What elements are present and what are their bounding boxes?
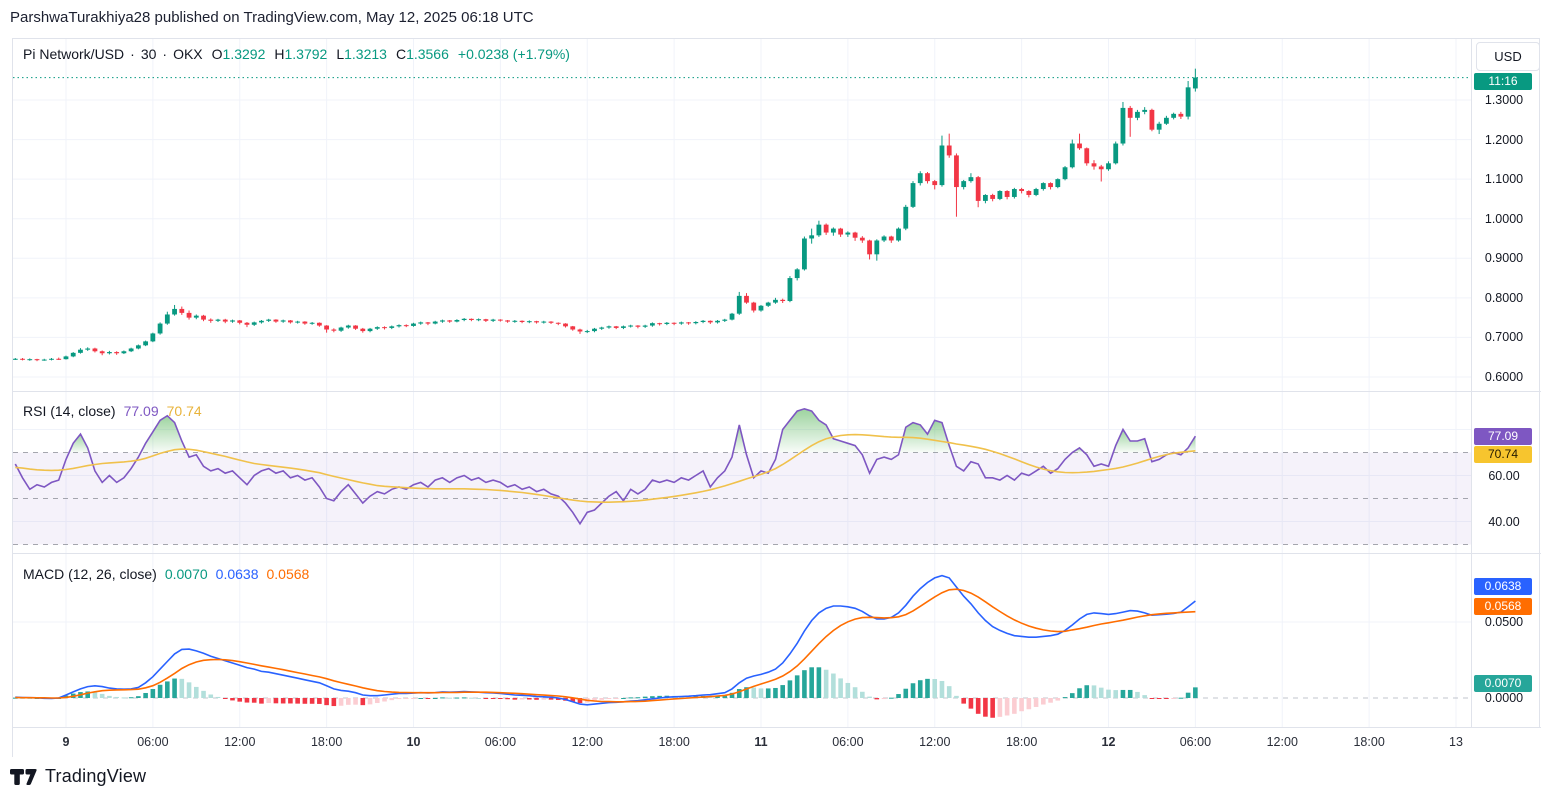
axis-tick-label: 60.00	[1488, 468, 1520, 483]
symbol-exchange[interactable]: OKX	[173, 46, 203, 62]
chart-frame: Pi Network/USD · 30 · OKX O1.3292 H1.379…	[12, 38, 1542, 758]
countdown-badge: 11:16	[1474, 73, 1532, 90]
time-tick-label: 9	[62, 735, 70, 749]
axis-tick-label: 0.8000	[1484, 290, 1524, 305]
rsi-value-badge: 77.09	[1474, 428, 1532, 445]
chart-canvas[interactable]	[13, 39, 1541, 727]
time-tick-label: 18:00	[1005, 735, 1038, 749]
rsi-title[interactable]: RSI (14, close)	[23, 403, 116, 419]
axis-tick-label: 0.9000	[1484, 251, 1524, 266]
time-tick-label: 06:00	[484, 735, 517, 749]
time-axis[interactable]: 9 06:00 12:00 18:00 10 06:00 12:00 18:00 11 06:00…	[13, 727, 1541, 758]
tradingview-icon	[10, 768, 37, 785]
axis-tick-label: 0.0000	[1484, 691, 1524, 705]
macd-hist-value: 0.0070	[164, 566, 208, 582]
time-tick-label: 13	[1449, 735, 1463, 749]
time-tick-label: 11	[754, 735, 768, 749]
time-tick-label: 18:00	[310, 735, 343, 749]
axis-tick-label: 0.6000	[1484, 369, 1524, 384]
macd-legend[interactable]: MACD (12, 26, close) 0.0070 0.0638 0.056…	[23, 566, 309, 582]
time-tick-label: 12	[1101, 735, 1116, 749]
legend-separator: ·	[162, 46, 168, 62]
axis-tick-label: 40.00	[1488, 514, 1520, 529]
ohlc-open: O1.3292	[211, 46, 266, 62]
rsi-ma-value: 70.74	[166, 403, 202, 419]
macd-signal-value: 0.0568	[266, 566, 310, 582]
macd-line-value: 0.0638	[215, 566, 259, 582]
price-axis[interactable]: 1.3000 1.2000 1.1000 1.0000 0.9000 0.8000 0.70…	[1471, 39, 1542, 727]
currency-unit-button[interactable]: USD	[1476, 42, 1540, 71]
symbol-interval[interactable]: 30	[140, 46, 157, 62]
time-tick-label: 18:00	[1353, 735, 1385, 749]
macd-signal-badge: 0.0568	[1474, 598, 1532, 615]
ohlc-high: H1.3792	[274, 46, 328, 62]
tradingview-wordmark: TradingView	[45, 766, 147, 786]
time-tick-label: 12:00	[571, 735, 603, 749]
attribution-text: ParshwaTurakhiya28 published on TradingV…	[10, 9, 534, 26]
axis-tick-label: 1.0000	[1484, 211, 1524, 226]
price-change: +0.0238 (+1.79%)	[457, 46, 570, 62]
macd-hist-badge: 0.0070	[1474, 675, 1532, 692]
symbol-name[interactable]: Pi Network/USD	[23, 46, 125, 62]
time-tick-label: 10	[406, 735, 421, 749]
time-tick-label: 18:00	[658, 735, 690, 749]
ohlc-low: L1.3213	[336, 46, 387, 62]
axis-tick-label: 0.0500	[1484, 615, 1524, 629]
time-tick-label: 12:00	[1266, 735, 1298, 749]
symbol-legend[interactable]: Pi Network/USD · 30 · OKX O1.3292 H1.379…	[23, 46, 570, 62]
macd-title[interactable]: MACD (12, 26, close)	[23, 566, 157, 582]
time-tick-label: 06:00	[832, 735, 864, 749]
axis-tick-label: 1.2000	[1484, 132, 1524, 147]
rsi-value: 77.09	[123, 403, 159, 419]
tradingview-logo[interactable]: TradingView	[10, 766, 146, 787]
time-tick-label: 06:00	[137, 735, 169, 749]
time-tick-label: 12:00	[224, 735, 256, 749]
legend-separator: ·	[130, 46, 135, 62]
macd-value-badge: 0.0638	[1474, 578, 1532, 595]
rsi-ma-value-badge: 70.74	[1474, 445, 1532, 463]
axis-tick-label: 1.3000	[1484, 93, 1524, 107]
axis-tick-label: 1.1000	[1484, 172, 1524, 187]
time-tick-label: 12:00	[919, 735, 951, 749]
rsi-legend[interactable]: RSI (14, close) 77.09 70.74	[23, 403, 202, 419]
ohlc-close: C1.3566	[395, 46, 449, 62]
axis-tick-label: 0.7000	[1484, 330, 1524, 345]
time-tick-label: 06:00	[1179, 735, 1212, 749]
